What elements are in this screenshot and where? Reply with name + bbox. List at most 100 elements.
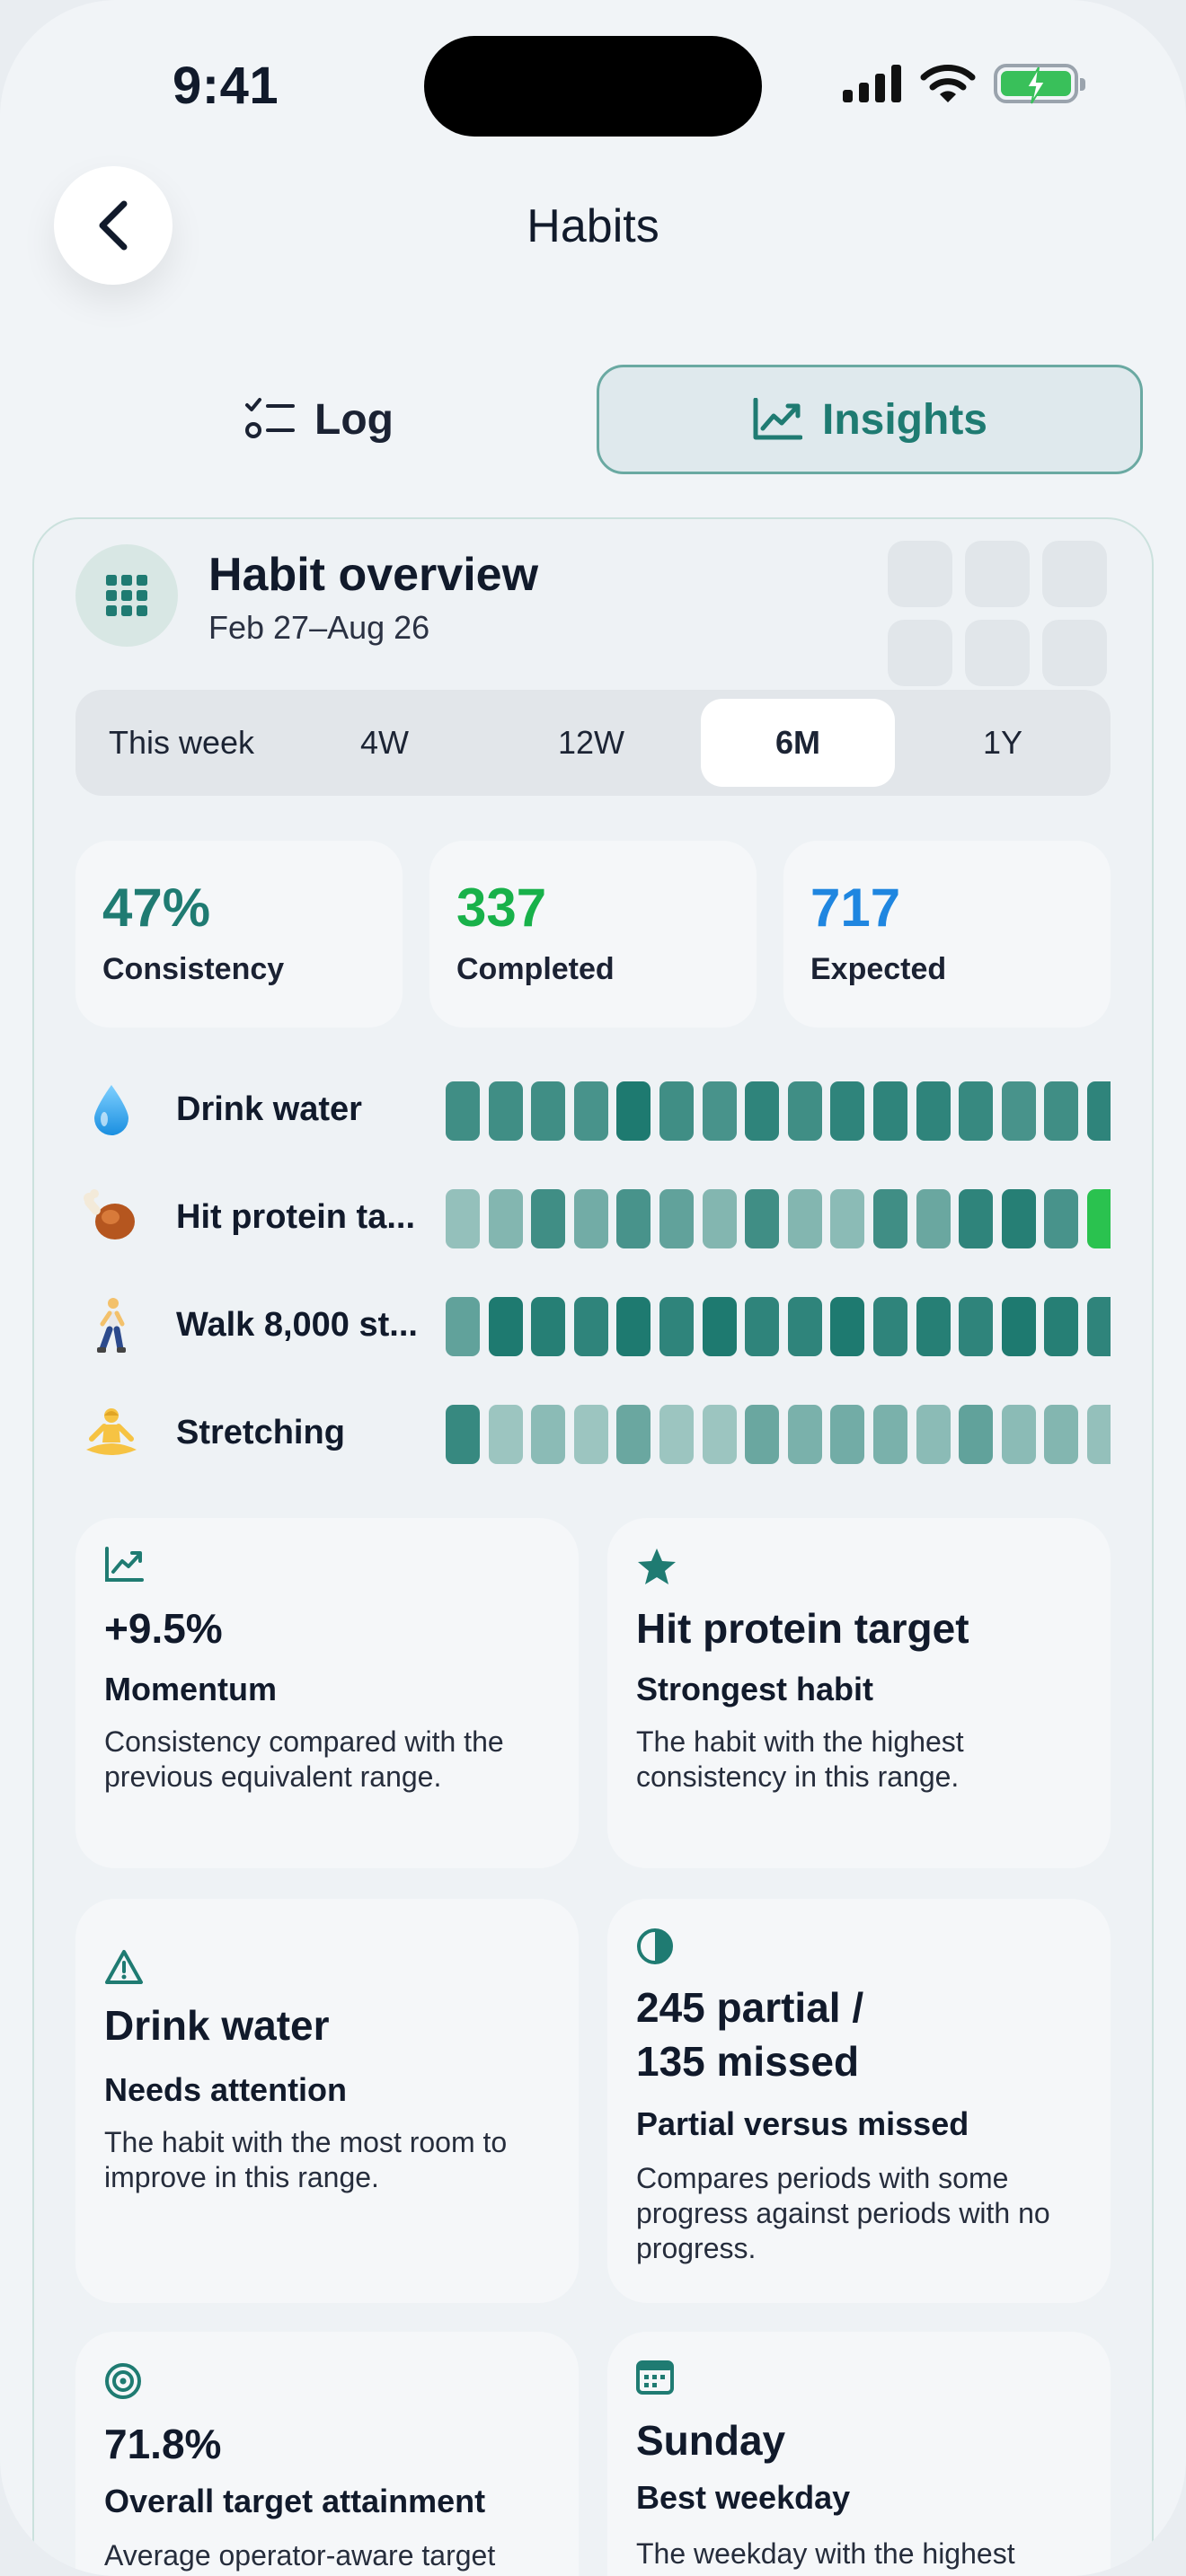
habit-cell [787,1189,822,1248]
habit-cell [616,1405,651,1464]
stat-value: 47% [102,878,211,938]
insight-value: 245 partial / 135 missed [636,1984,864,2085]
overview-date-range: Feb 27–Aug 26 [208,609,430,646]
tab-log-label: Log [314,395,394,444]
habit-cell [1087,1081,1111,1141]
range-selector: This week 4W 12W 6M 1Y [75,690,1111,796]
tab-insights[interactable]: Insights [597,365,1143,474]
range-6m[interactable]: 6M [701,699,895,787]
habit-cell [873,1081,907,1141]
insight-description: Average operator-aware target [104,2539,496,2572]
habit-cell [745,1189,780,1248]
insight-value: +9.5% [104,1605,223,1652]
drumstick-icon [83,1189,140,1247]
back-button[interactable] [54,166,173,285]
meditation-icon [83,1405,140,1462]
habit-cell [616,1081,651,1141]
habit-cell [1001,1297,1036,1356]
warning-icon [105,1950,143,1984]
habit-cell [573,1081,608,1141]
page-title: Habits [527,200,659,252]
insight-value: Sunday [636,2417,786,2464]
habit-cell [702,1297,737,1356]
water-drop-icon [83,1081,140,1139]
target-icon [105,2363,141,2399]
habit-cell [787,1081,822,1141]
overview-title: Habit overview [208,549,539,601]
range-12w[interactable]: 12W [557,724,625,761]
walking-person-icon [83,1297,140,1354]
habit-cell [916,1081,951,1141]
stat-completed: 337 Completed [429,841,757,1028]
insight-label: Overall target attainment [104,2483,486,2519]
habit-cell [531,1405,566,1464]
habit-cell [573,1405,608,1464]
habit-cell [959,1405,994,1464]
habit-cell [702,1189,737,1248]
habit-cell [1087,1297,1111,1356]
habit-cell [830,1405,865,1464]
stat-value: 337 [456,878,547,938]
habit-cell [830,1189,865,1248]
habit-cell [916,1297,951,1356]
insight-value: Drink water [104,2002,330,2049]
insight-best-weekday: Sunday Best weekday The weekday with the… [607,2332,1111,2576]
habit-cell [531,1297,566,1356]
habit-cell [1001,1081,1036,1141]
stat-label: Expected [810,952,947,986]
stat-label: Consistency [102,952,285,986]
insight-description: The weekday with the highest [636,2537,1015,2570]
insight-value: Hit protein target [636,1605,969,1652]
habit-cell [916,1405,951,1464]
range-4w[interactable]: 4W [360,724,409,761]
habit-cell [702,1405,737,1464]
habit-cell [787,1405,822,1464]
habit-cell [446,1189,480,1248]
habit-cell [830,1081,865,1141]
habit-name: Drink water [176,1090,362,1128]
habit-cell [531,1081,566,1141]
calendar-icon [636,2360,674,2395]
range-this-week[interactable]: This week [108,724,255,761]
habit-name: Hit protein ta... [176,1198,415,1236]
habit-cell [959,1297,994,1356]
habit-row-stretching[interactable]: Stretching [75,1398,1111,1469]
habit-cells [446,1405,1111,1464]
habit-cell [659,1189,694,1248]
habit-cell [488,1297,523,1356]
habit-cell [745,1081,780,1141]
insight-partial-vs-missed: 245 partial / 135 missed Partial versus … [607,1899,1111,2303]
cellular-signal-icon [843,65,901,102]
habit-cells [446,1189,1111,1248]
habit-name: Stretching [176,1414,345,1451]
habit-cell [531,1189,566,1248]
habit-cell [1044,1405,1079,1464]
habit-cell [659,1405,694,1464]
habit-cell [573,1297,608,1356]
insight-description: The habit with the highest consistency i… [636,1725,964,1794]
insight-momentum: +9.5% Momentum Consistency compared with… [75,1518,579,1868]
habit-cell [1087,1189,1111,1248]
habit-cell [830,1297,865,1356]
habit-row-drink-water[interactable]: Drink water [75,1074,1111,1146]
half-circle-icon [637,1928,673,1964]
habit-cell [745,1297,780,1356]
chevron-left-icon [99,200,128,251]
insight-label: Strongest habit [636,1671,874,1707]
insight-label: Momentum [104,1671,277,1707]
insight-description: Compares periods with some progress agai… [636,2162,1050,2265]
habit-cell [959,1189,994,1248]
habit-cell [873,1405,907,1464]
insight-label: Best weekday [636,2479,851,2516]
habit-row-walk[interactable]: Walk 8,000 st... [75,1290,1111,1362]
tab-log[interactable]: Log [180,365,458,474]
habit-cell [488,1189,523,1248]
habit-row-protein[interactable]: Hit protein ta... [75,1182,1111,1254]
habit-cell [659,1081,694,1141]
range-1y[interactable]: 1Y [982,724,1023,761]
status-time: 9:41 [173,57,279,115]
habit-cell [659,1297,694,1356]
habit-cell [1044,1189,1079,1248]
wifi-icon [920,65,976,102]
